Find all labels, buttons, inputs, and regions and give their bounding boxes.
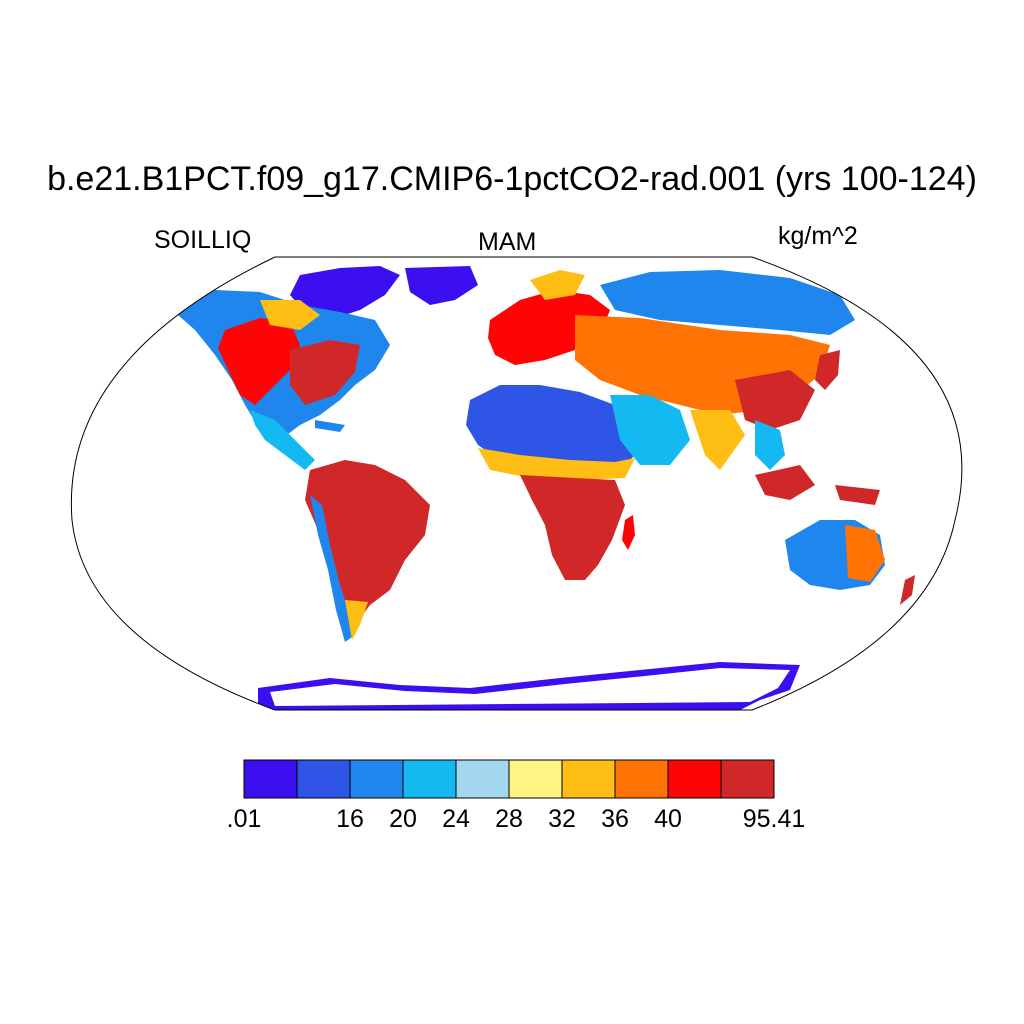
variable-label: SOILLIQ — [154, 226, 252, 254]
central-america-region — [250, 410, 315, 470]
madagascar-region — [622, 515, 635, 550]
indonesia-region — [755, 465, 815, 500]
colorbar-swatch — [349, 759, 404, 799]
colorbar-tick-label: 16 — [336, 805, 364, 833]
colorbar-tick-label: 20 — [389, 805, 417, 833]
africa-sahel-region — [478, 448, 635, 480]
land-fields — [178, 266, 915, 710]
colorbar-swatch — [243, 759, 298, 799]
colorbar-tick-label: 28 — [495, 805, 523, 833]
colorbar-tick-label: 40 — [654, 805, 682, 833]
antarctica-inner-region — [270, 668, 790, 706]
colorbar-tick-label: 36 — [601, 805, 629, 833]
south-america-andes-region — [310, 495, 355, 642]
colorbar-tick-label: 32 — [548, 805, 576, 833]
north-america-east-region — [290, 340, 360, 405]
southeast-asia-region — [755, 420, 785, 470]
north-america-north-region — [260, 300, 320, 330]
season-label: MAM — [478, 228, 537, 256]
greenland-east-region — [405, 266, 478, 305]
colorbar-tick-label: 24 — [442, 805, 470, 833]
new-guinea-region — [835, 485, 880, 505]
india-region — [690, 410, 745, 470]
middle-east-region — [610, 395, 690, 465]
china-region — [735, 370, 815, 430]
colorbar-swatch — [667, 759, 722, 799]
north-america-west-region — [218, 318, 300, 405]
scandinavia-region — [530, 270, 585, 300]
colorbar-swatch — [614, 759, 669, 799]
colorbar-swatch — [561, 759, 616, 799]
map-boundary — [70, 256, 963, 711]
colorbar-swatch — [720, 759, 775, 799]
africa-central-region — [520, 475, 625, 580]
colorbar — [243, 759, 775, 799]
africa-region — [466, 385, 640, 470]
new-zealand-region — [900, 575, 915, 605]
colorbar-tick-label: 95.41 — [742, 805, 806, 833]
australia-east-region — [845, 525, 885, 582]
colorbar-tick-label: .01 — [226, 805, 262, 833]
south-america-patagonia-region — [345, 600, 368, 640]
colorbar-swatch — [402, 759, 457, 799]
greenland-region — [290, 266, 400, 318]
asia-north-region — [600, 270, 855, 335]
colorbar-swatch — [296, 759, 351, 799]
plot-title: b.e21.B1PCT.f09_g17.CMIP6-1pctCO2-rad.00… — [47, 160, 977, 198]
colorbar-swatch — [455, 759, 510, 799]
units-label: kg/m^2 — [778, 222, 858, 250]
colorbar-swatch — [508, 759, 563, 799]
japan-region — [815, 350, 840, 390]
south-america-region — [305, 460, 430, 640]
cuba-region — [315, 420, 345, 432]
